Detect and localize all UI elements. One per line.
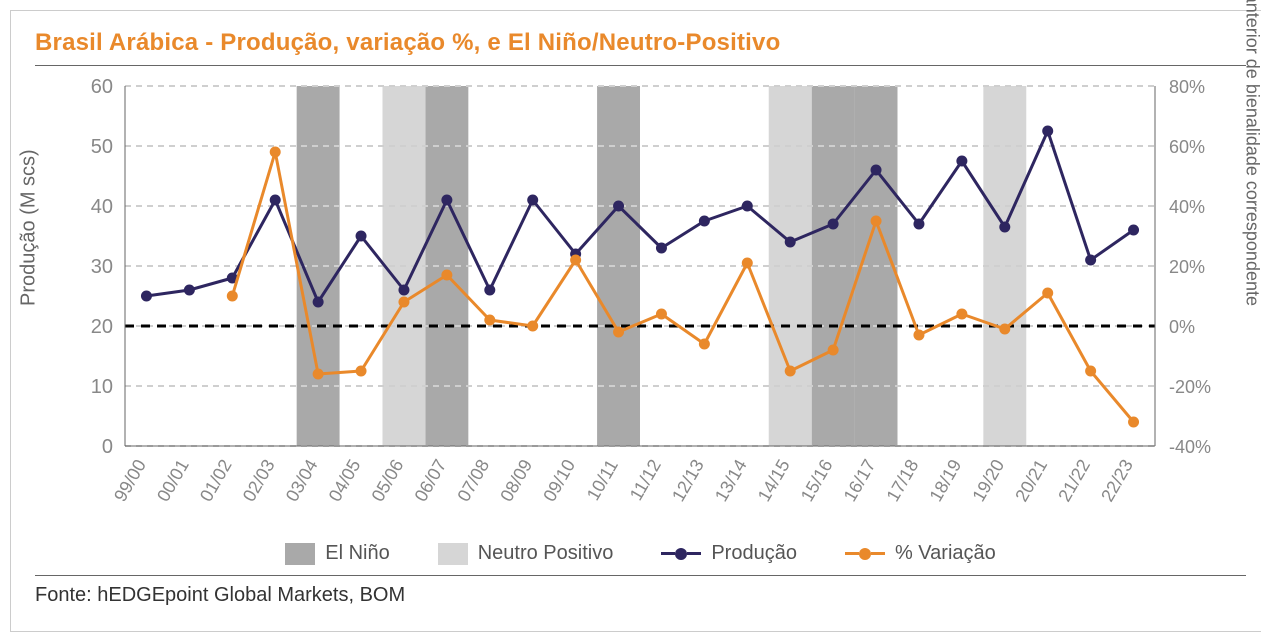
svg-text:11/12: 11/12	[626, 456, 665, 504]
legend: El Niño Neutro Positivo Produção % Variação	[35, 542, 1246, 565]
svg-text:30: 30	[91, 256, 113, 278]
svg-text:60%: 60%	[1169, 137, 1205, 157]
svg-text:10: 10	[91, 376, 113, 398]
plot-area: Produção (M scs) Variação % vs. ano ante…	[35, 76, 1246, 536]
svg-text:80%: 80%	[1169, 77, 1205, 97]
legend-swatch-bar	[438, 543, 468, 565]
left-axis-label: Produção (M scs)	[18, 149, 41, 306]
right-axis-label: Variação % vs. ano anterior de bienalida…	[1242, 0, 1261, 306]
svg-text:20%: 20%	[1169, 257, 1205, 277]
svg-text:0%: 0%	[1169, 317, 1195, 337]
svg-text:12/13: 12/13	[668, 456, 708, 505]
svg-text:02/03: 02/03	[239, 456, 279, 505]
svg-text:-20%: -20%	[1169, 377, 1211, 397]
legend-swatch-bar	[285, 543, 315, 565]
svg-text:16/17: 16/17	[840, 456, 880, 505]
svg-text:01/02: 01/02	[196, 456, 236, 505]
svg-text:18/19: 18/19	[925, 456, 965, 505]
legend-item-producao: Produção	[661, 542, 797, 565]
legend-swatch-line	[661, 548, 701, 560]
svg-text:03/04: 03/04	[282, 456, 322, 505]
chart-title: Brasil Arábica - Produção, variação %, e…	[35, 29, 1246, 66]
legend-label: Produção	[711, 542, 797, 565]
svg-text:09/10: 09/10	[539, 456, 579, 505]
svg-text:04/05: 04/05	[325, 456, 365, 505]
svg-text:99/00: 99/00	[110, 456, 150, 505]
svg-text:06/07: 06/07	[410, 456, 450, 505]
legend-item-variacao: % Variação	[845, 542, 996, 565]
legend-swatch-line	[845, 548, 885, 560]
svg-text:-40%: -40%	[1169, 437, 1211, 457]
svg-text:40: 40	[91, 196, 113, 218]
legend-label: % Variação	[895, 542, 996, 565]
svg-text:19/20: 19/20	[968, 456, 1008, 505]
legend-item-neutro_positivo: Neutro Positivo	[438, 542, 614, 565]
svg-text:13/14: 13/14	[711, 456, 751, 505]
svg-text:21/22: 21/22	[1054, 456, 1094, 505]
svg-text:00/01: 00/01	[153, 456, 193, 505]
legend-label: Neutro Positivo	[478, 542, 614, 565]
svg-text:60: 60	[91, 76, 113, 98]
svg-text:50: 50	[91, 136, 113, 158]
svg-text:0: 0	[102, 436, 113, 458]
svg-text:20: 20	[91, 316, 113, 338]
svg-text:07/08: 07/08	[453, 456, 493, 505]
svg-text:40%: 40%	[1169, 197, 1205, 217]
svg-text:14/15: 14/15	[754, 456, 794, 505]
chart-source: Fonte: hEDGEpoint Global Markets, BOM	[35, 575, 1246, 607]
svg-text:17/18: 17/18	[883, 456, 923, 505]
svg-text:22/23: 22/23	[1097, 456, 1137, 505]
svg-text:15/16: 15/16	[797, 456, 837, 505]
legend-label: El Niño	[325, 542, 389, 565]
chart-card: Brasil Arábica - Produção, variação %, e…	[10, 10, 1261, 632]
svg-text:08/09: 08/09	[496, 456, 536, 505]
svg-text:10/11: 10/11	[583, 456, 622, 504]
svg-text:20/21: 20/21	[1011, 456, 1051, 505]
legend-item-el_nino: El Niño	[285, 542, 389, 565]
svg-text:05/06: 05/06	[368, 456, 408, 505]
chart-svg: 0 10 20 30 40 50 60 -40% -20% 0% 20% 40% 60% 80% 99/00…	[35, 76, 1248, 536]
